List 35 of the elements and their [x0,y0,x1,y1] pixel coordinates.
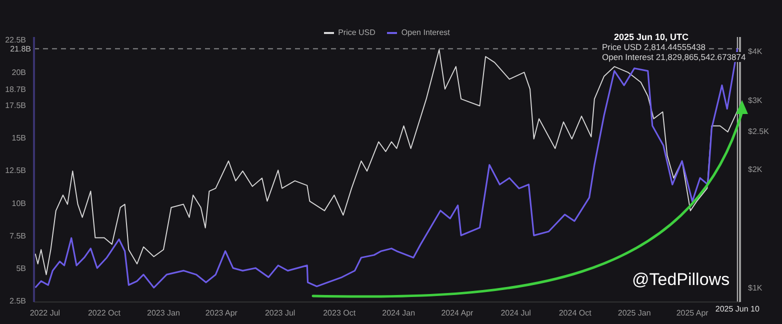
x-tick-label: 2022 Jul [30,308,60,318]
x-tick-label: 2025 Apr [676,308,709,318]
x-tick-label: 2024 Apr [441,308,474,318]
y-tick-label: 12.5B [5,166,26,176]
y-tick-label: 7.5B [10,231,26,240]
y2-tick-label: $1K [748,284,763,293]
annotation: Price USD 2,814.44555438 [600,42,708,52]
y-tick-label: 20B [12,68,26,78]
y-tick-label: 22.5B [5,36,26,45]
ref-line-label: 2025 Jun 10 [715,304,760,314]
x-tick-label: 2024 Jan [382,308,416,318]
legend-label: Open Interest [401,28,450,37]
x-tick-label: 2023 Jan [147,308,180,318]
x-tick-label: 2023 Apr [205,308,238,318]
y-tick-label: 5B [16,264,26,274]
ref-line-label: 21.8B [10,44,31,54]
x-tick-label: 2025 Jan [618,308,651,318]
annotation: 2025 Jun 10, UTC [612,32,691,42]
x-tick-label: 2023 Oct [323,308,356,318]
y-tick-label: 2.5B [10,296,26,306]
x-tick-label: 2023 Jul [264,308,296,318]
legend-label: Price USD [338,28,376,37]
y2-tick-label: $3K [748,96,763,105]
y2-tick-label: $2.5K [748,127,770,136]
x-tick-label: 2024 Oct [558,308,592,318]
y2-tick-label: $2K [748,165,763,174]
y2-tick-label: $4K [748,46,763,56]
y-tick-label: 17.5B [5,100,26,110]
y-tick-label: 15B [12,134,26,143]
annotation: @TedPillows [631,270,731,290]
x-tick-label: 2024 Jul [500,308,532,318]
x-tick-label: 2022 Oct [88,308,122,318]
annotation: Open Interest 21,829,865,542.673874 [600,52,748,62]
y-tick-label: 18.7B [5,85,26,94]
y-tick-label: 10B [12,198,26,208]
